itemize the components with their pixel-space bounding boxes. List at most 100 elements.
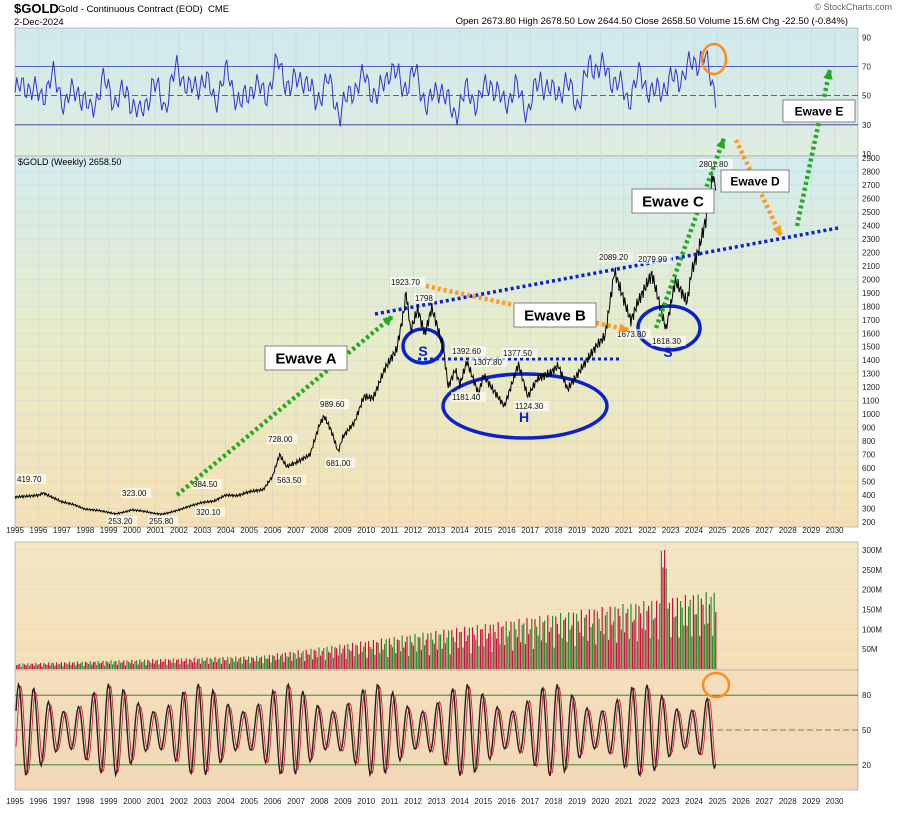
volume-bar	[112, 664, 114, 669]
volume-bar	[664, 550, 666, 669]
price-label-bg	[502, 348, 537, 358]
volume-bar	[576, 613, 578, 669]
volume-bar	[88, 664, 90, 669]
price-panel-title: $GOLD (Weekly) 2658.50	[18, 157, 121, 167]
volume-bar	[537, 635, 539, 669]
x-tick-label-1999: 1999	[100, 797, 118, 806]
volume-bar	[680, 601, 682, 669]
volume-bar	[244, 659, 246, 669]
volume-bar	[332, 657, 334, 669]
volume-bar	[156, 659, 158, 669]
price-label-bg	[148, 516, 179, 526]
volume-bar	[579, 632, 581, 669]
price-label-bg	[121, 488, 152, 498]
volume-bar	[515, 629, 517, 669]
volume-bar	[483, 646, 485, 669]
volume-bar	[305, 649, 307, 669]
volume-bar	[177, 659, 179, 669]
volume-bar	[372, 639, 374, 669]
volume-bar	[366, 657, 368, 669]
volume-bar	[328, 651, 330, 669]
volume-bar	[204, 660, 206, 669]
volume-bar	[358, 654, 360, 669]
chart-header: $GOLD Gold - Continuous Contract (EOD) C…	[0, 0, 900, 28]
price-point-labels: 419.70 323.00 253.20 255.80 320.10 384.50 563.…	[16, 159, 733, 526]
volume-bar	[81, 661, 83, 669]
volume-bar	[481, 629, 483, 669]
x-tick-label-2021: 2021	[615, 526, 633, 535]
volume-bar	[488, 633, 490, 669]
volume-bar	[393, 636, 395, 669]
volume-bar	[105, 661, 107, 669]
volume-bar	[512, 650, 514, 669]
volume-bar	[422, 632, 424, 669]
volume-bar	[246, 659, 248, 669]
volume-bar	[382, 649, 384, 669]
volume-bar	[38, 664, 40, 669]
volume-bar	[329, 652, 331, 669]
x-tick-label-2011: 2011	[381, 526, 399, 535]
volume-bar	[302, 650, 304, 669]
volume-bar	[364, 642, 366, 669]
volume-bar	[550, 627, 552, 669]
x-tick-label-2004: 2004	[217, 526, 235, 535]
price-label-bg	[637, 254, 672, 264]
volume-bar	[539, 616, 541, 669]
price-series-line	[14, 171, 717, 516]
volume-bar	[713, 592, 715, 669]
volume-bar	[377, 642, 379, 669]
volume-bar	[334, 647, 336, 669]
price-label-bg	[472, 357, 507, 367]
oscillator-signal-line	[15, 685, 716, 775]
price-tick-2000: 2000	[862, 275, 880, 284]
volume-bar	[478, 646, 480, 669]
volume-bar	[452, 637, 454, 669]
volume-bar	[441, 648, 443, 669]
volume-bar	[164, 658, 166, 669]
x-tick-label-2001: 2001	[147, 797, 165, 806]
volume-bar	[400, 651, 402, 669]
volume-bar	[339, 644, 341, 669]
volume-bar	[249, 663, 251, 669]
volume-bar	[169, 660, 171, 669]
volume-bar	[139, 659, 141, 669]
volume-bar	[640, 613, 642, 669]
volume-bar	[323, 648, 325, 669]
price-tick-2700: 2700	[862, 181, 880, 190]
volume-bar	[345, 658, 347, 669]
price-tick-1500: 1500	[862, 343, 880, 352]
volume-bar	[144, 659, 146, 669]
x-tick-label-2008: 2008	[311, 797, 329, 806]
x-tick-label-2015: 2015	[474, 526, 492, 535]
x-tick-label-2020: 2020	[592, 797, 610, 806]
volume-bar	[161, 661, 163, 669]
volume-bar	[208, 664, 210, 669]
volume-bar	[312, 659, 314, 669]
x-tick-label-1999: 1999	[100, 526, 118, 535]
volume-bar	[160, 659, 162, 669]
arrow-wave-a-shaft	[175, 314, 395, 497]
volume-bar	[632, 622, 634, 669]
price-tick-200: 200	[862, 518, 876, 527]
volume-bar	[337, 655, 339, 669]
volume-bar	[425, 639, 427, 669]
volume-bar	[240, 657, 242, 669]
volume-bar	[598, 618, 600, 669]
volume-bar	[563, 620, 565, 669]
x-tick-label-2007: 2007	[287, 797, 305, 806]
volume-bar	[195, 662, 197, 669]
volume-bar	[129, 663, 131, 669]
volume-bar	[398, 640, 400, 669]
volume-bar	[492, 624, 494, 669]
arrow-wave-b-head	[618, 323, 629, 333]
volume-bar	[560, 613, 562, 669]
volume-bar	[628, 638, 630, 669]
volume-bar	[260, 656, 262, 669]
x-tick-label-2001: 2001	[147, 526, 165, 535]
volume-bar	[710, 596, 712, 669]
rsi-reference-lines	[15, 66, 858, 126]
price-tick-2100: 2100	[862, 262, 880, 271]
volume-bar	[553, 647, 555, 669]
volume-bar	[222, 657, 224, 669]
osc-tick-20: 20	[862, 761, 871, 770]
